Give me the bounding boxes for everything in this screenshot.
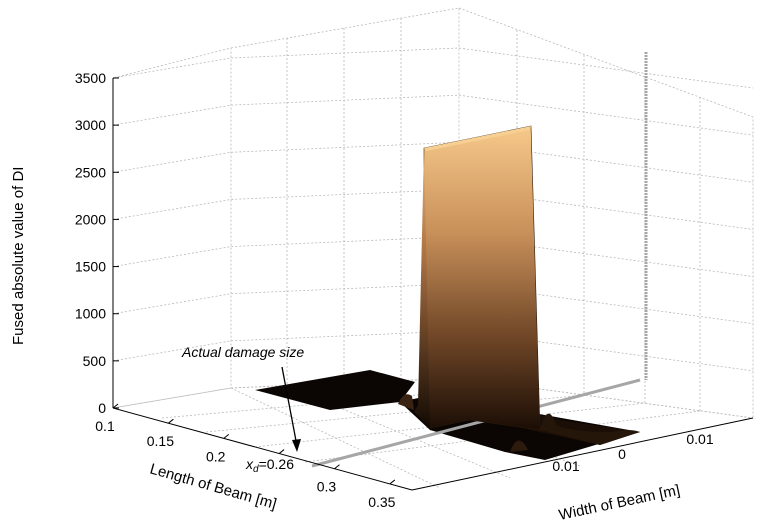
z-tick-label: 2000 bbox=[75, 211, 106, 227]
axes-frame bbox=[112, 78, 754, 491]
x-tick-mark bbox=[389, 479, 396, 485]
y-tick-label: 0.01 bbox=[552, 458, 579, 474]
z-tick-label: 3000 bbox=[75, 117, 106, 133]
annotation-marker: xd=0.26 bbox=[245, 456, 294, 475]
surface-peak-front bbox=[421, 125, 541, 431]
z-tick-label: 2500 bbox=[75, 164, 106, 180]
annotation-text: Actual damage size bbox=[181, 344, 304, 360]
annotation-arrow-head bbox=[292, 439, 301, 452]
x-tick-mark bbox=[168, 418, 174, 424]
z-gridline bbox=[112, 189, 754, 230]
z-tick-label: 1000 bbox=[75, 306, 106, 322]
x-tick-label: 0.3 bbox=[317, 479, 337, 495]
marker-sub: d bbox=[253, 464, 259, 475]
z-gridline bbox=[112, 141, 754, 183]
x-tick-label: 0.2 bbox=[206, 448, 226, 464]
x-tick-mark bbox=[112, 403, 119, 409]
z-tick-label: 1500 bbox=[75, 259, 106, 275]
z-tick-labels: 0 500 1000 1500 2000 2500 3000 3500 bbox=[75, 70, 119, 416]
x-tick-mark bbox=[278, 449, 285, 454]
z-axis-label: Fused absolute value of DI bbox=[10, 167, 27, 345]
surface-bump-right bbox=[540, 413, 640, 445]
y-axis-label: Width of Beam [m] bbox=[557, 482, 681, 524]
surface-peak-left bbox=[414, 148, 430, 428]
surface bbox=[255, 52, 648, 468]
z-gridline bbox=[112, 236, 754, 277]
z-tick-label: 0 bbox=[98, 400, 106, 416]
y-tick-label: 0.01 bbox=[686, 431, 713, 447]
y-tick-label: 0 bbox=[618, 446, 626, 462]
marker-var: x bbox=[245, 456, 254, 472]
x-tick-mark bbox=[223, 433, 230, 439]
x-tick-mark bbox=[334, 464, 340, 470]
beam-centerline bbox=[311, 378, 641, 468]
x-tick-label: 0.35 bbox=[368, 494, 395, 510]
surface-peak-top bbox=[424, 126, 531, 151]
z-gridline bbox=[112, 283, 754, 325]
surface-bump-mid bbox=[510, 440, 528, 452]
z-tick-label: 3500 bbox=[75, 70, 106, 86]
marker-value: =0.26 bbox=[259, 456, 295, 472]
damage-annotation: Actual damage size xd=0.26 bbox=[181, 344, 304, 475]
z-gridline bbox=[112, 94, 754, 136]
surface-bump-left bbox=[398, 394, 414, 410]
z-tick-label: 500 bbox=[83, 353, 107, 369]
x-tick-label: 0.1 bbox=[95, 418, 115, 434]
z-gridline bbox=[112, 330, 754, 372]
surface-floor-left bbox=[255, 370, 415, 410]
x-tick-label: 0.15 bbox=[147, 433, 174, 449]
z-gridline bbox=[112, 47, 754, 89]
annotation-arrow-shaft bbox=[281, 366, 298, 447]
x-tick-labels: 0.1 0.15 0.2 0.3 0.35 bbox=[95, 403, 396, 510]
y-tick-labels: 0.01 0 0.01 bbox=[552, 431, 713, 474]
